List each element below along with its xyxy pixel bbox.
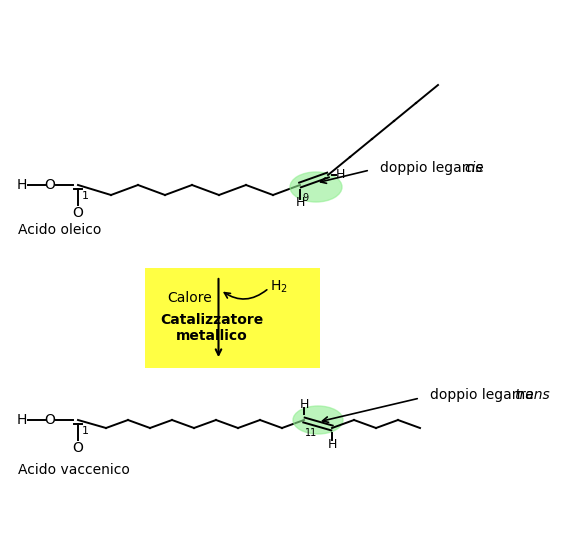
Ellipse shape — [290, 172, 342, 202]
Ellipse shape — [293, 406, 343, 434]
Text: Acido oleico: Acido oleico — [18, 223, 101, 237]
Text: H: H — [17, 413, 27, 427]
Text: H: H — [327, 437, 336, 450]
Text: cis: cis — [464, 161, 483, 175]
Text: 1: 1 — [82, 191, 89, 201]
Text: H: H — [271, 279, 281, 293]
Text: H: H — [17, 178, 27, 192]
Text: O: O — [73, 441, 84, 455]
Text: H: H — [299, 398, 309, 411]
Text: O: O — [45, 178, 55, 192]
Text: Acido vaccenico: Acido vaccenico — [18, 463, 130, 477]
Text: doppio legame: doppio legame — [380, 161, 488, 175]
Text: 11: 11 — [305, 428, 317, 438]
Text: trans: trans — [514, 388, 550, 402]
Text: 2: 2 — [280, 284, 286, 294]
Text: O: O — [73, 206, 84, 220]
Text: H: H — [295, 197, 304, 210]
Text: doppio legame: doppio legame — [430, 388, 538, 402]
Text: Calore: Calore — [167, 291, 211, 305]
Text: 9: 9 — [302, 193, 308, 203]
Text: 1: 1 — [82, 426, 89, 436]
Text: H: H — [335, 168, 345, 182]
Text: O: O — [45, 413, 55, 427]
Bar — [145, 268, 320, 368]
Text: Catalizzatore
metallico: Catalizzatore metallico — [160, 313, 263, 343]
